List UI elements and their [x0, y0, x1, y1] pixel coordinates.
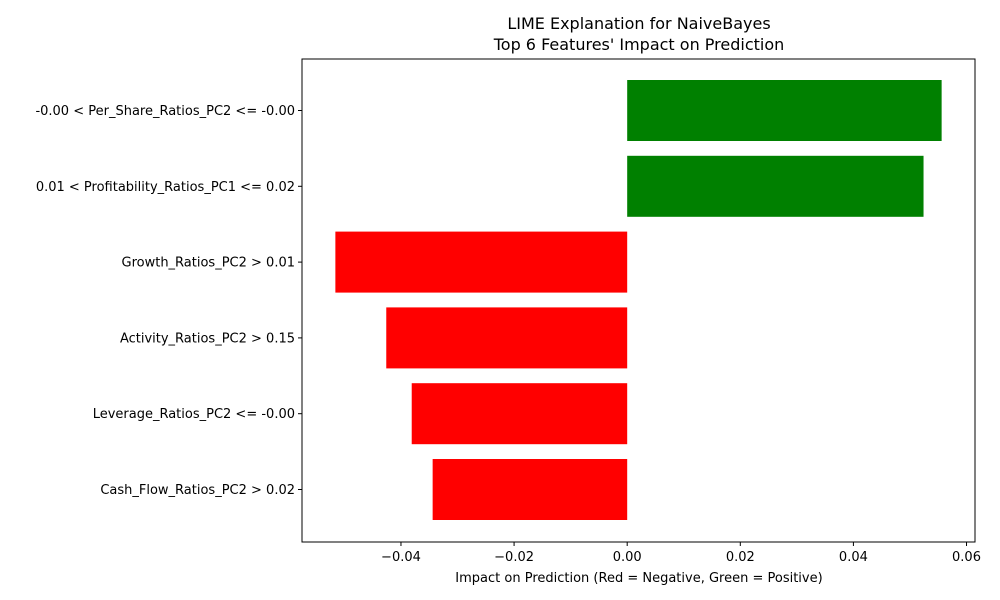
x-tick-label: −0.02	[494, 550, 534, 565]
x-tick-label: −0.04	[381, 550, 421, 565]
x-ticks-group: −0.04 −0.02 0.00 0.02 0.04 0.06	[381, 542, 981, 565]
chart-title: LIME Explanation for NaiveBayes	[507, 14, 770, 33]
x-axis-label: Impact on Prediction (Red = Negative, Gr…	[455, 571, 822, 586]
bar-3	[335, 231, 628, 293]
bar-6	[432, 459, 628, 520]
x-tick-label: 0.02	[726, 550, 755, 565]
y-tick-label: 0.01 < Profitability_Ratios_PC1 <= 0.02	[36, 180, 295, 195]
x-tick-label: 0.04	[839, 550, 868, 565]
chart-subtitle: Top 6 Features' Impact on Prediction	[493, 35, 785, 54]
x-tick-label: 0.00	[613, 550, 642, 565]
y-ticks-group: -0.00 < Per_Share_Ratios_PC2 <= -0.00 0.0…	[35, 104, 302, 498]
y-tick-label: Leverage_Ratios_PC2 <= -0.00	[93, 407, 295, 422]
bar-1	[627, 80, 942, 141]
bar-4	[386, 307, 628, 369]
bars-group	[335, 80, 942, 520]
x-tick-label: 0.06	[952, 550, 981, 565]
plot-frame	[301, 58, 976, 543]
bar-5	[411, 383, 628, 445]
y-tick-label: Activity_Ratios_PC2 > 0.15	[120, 331, 295, 346]
y-tick-label: -0.00 < Per_Share_Ratios_PC2 <= -0.00	[35, 104, 295, 119]
bar-2	[627, 155, 924, 217]
y-tick-label: Cash_Flow_Ratios_PC2 > 0.02	[100, 483, 295, 498]
y-tick-label: Growth_Ratios_PC2 > 0.01	[122, 256, 296, 271]
